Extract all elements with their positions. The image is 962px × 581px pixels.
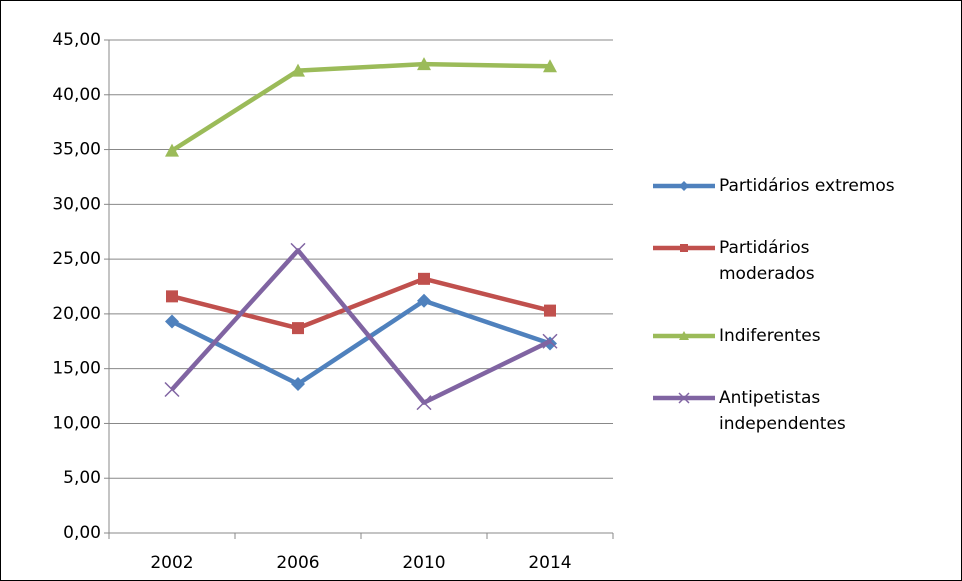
marker <box>166 290 178 303</box>
marker <box>416 395 432 411</box>
legend-item: Indiferentes <box>651 323 901 349</box>
series-line <box>170 248 551 405</box>
legend-swatch <box>653 331 715 340</box>
legend-swatch <box>653 181 715 191</box>
y-tick-label: 25,00 <box>52 249 101 269</box>
marker <box>164 381 180 398</box>
x-tick-label: 2014 <box>528 553 571 573</box>
marker <box>679 181 689 191</box>
y-tick-label: 10,00 <box>52 413 101 433</box>
marker <box>292 322 304 335</box>
marker <box>680 244 688 252</box>
y-tick-label: 15,00 <box>52 359 101 379</box>
marker <box>290 242 306 258</box>
marker <box>418 272 430 285</box>
y-tick-label: 30,00 <box>52 194 101 214</box>
marker <box>543 59 557 73</box>
y-tick-label: 40,00 <box>52 85 101 105</box>
legend-label: Indiferentes <box>719 326 821 346</box>
series-line <box>170 61 551 153</box>
marker <box>542 333 558 349</box>
marker <box>291 377 305 392</box>
marker <box>165 314 179 329</box>
marker <box>679 331 689 340</box>
y-tick-label: 20,00 <box>52 304 101 324</box>
legend-label: Partidários extremos <box>719 176 895 196</box>
y-tick-label: 5,00 <box>63 468 101 488</box>
y-tick-label: 35,00 <box>52 140 101 160</box>
legend-label: Partidários moderados <box>719 238 815 284</box>
marker <box>417 293 431 308</box>
legend-item: Antipetistas independentes <box>651 385 901 437</box>
series-line <box>171 276 551 331</box>
x-tick-label: 2010 <box>402 553 445 573</box>
x-tick-label: 2002 <box>150 553 193 573</box>
legend-label: Antipetistas independentes <box>719 388 846 434</box>
y-tick-label: 0,00 <box>63 523 101 543</box>
series-line <box>171 298 551 387</box>
legend-swatch <box>653 392 715 404</box>
legend-swatch <box>653 244 715 252</box>
marker <box>544 304 556 317</box>
legend-item: Partidários extremos <box>651 173 901 199</box>
legend: Partidários extremos Partidários moderado… <box>651 173 901 473</box>
marker <box>678 392 690 404</box>
marker <box>165 143 179 157</box>
legend-item: Partidários moderados <box>651 235 901 287</box>
y-tick-label: 45,00 <box>52 30 101 50</box>
marker <box>291 63 305 77</box>
x-tick-label: 2006 <box>276 553 319 573</box>
marker <box>417 57 431 71</box>
